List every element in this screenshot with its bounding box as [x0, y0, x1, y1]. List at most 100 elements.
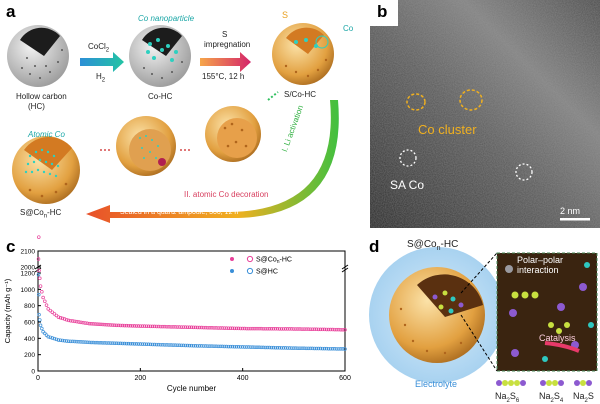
series-1-point-54 — [136, 342, 141, 346]
series-1-point-110 — [251, 345, 255, 349]
series-0-point-126 — [283, 327, 288, 331]
series-0-point-49 — [126, 323, 131, 328]
label-s-impregnation-2: impregnation — [204, 40, 251, 49]
series-1-point-103 — [236, 345, 241, 349]
series-1-point-102 — [234, 345, 239, 349]
series-0-point-141 — [314, 327, 319, 332]
series-0-point-139 — [310, 327, 315, 331]
series-1-point-131 — [294, 346, 298, 350]
series-0-point-103 — [236, 326, 241, 331]
series-0-point-138 — [308, 327, 312, 331]
x-tick-label-2: 400 — [237, 375, 249, 382]
series-1-point-142 — [316, 346, 321, 351]
series-0-point-153 — [339, 327, 343, 332]
y-axis-label: Capacity (mAh g⁻¹) — [3, 278, 12, 343]
series-0-point-125 — [281, 327, 286, 331]
series-0-point-51 — [130, 324, 135, 328]
label-co-hc: Co-HC — [148, 92, 173, 101]
series-1-point-130 — [292, 346, 296, 350]
label-hollow-carbon: Hollow carbon — [16, 92, 67, 101]
series-1-point-153 — [339, 347, 343, 351]
series-1-point-73 — [175, 343, 179, 347]
series-1-point-134 — [300, 346, 304, 351]
series-0-point-33 — [95, 322, 99, 326]
series-0-point-93 — [216, 326, 220, 330]
series-1-point-152 — [337, 347, 341, 351]
series-1-point-41 — [111, 341, 115, 345]
series-0-point-146 — [324, 327, 329, 332]
series-1-point-67 — [163, 343, 167, 347]
series-1-point-6 — [41, 330, 45, 334]
label-atomic-co: Atomic Co — [28, 130, 65, 139]
series-0-point-104 — [238, 326, 243, 331]
series-1-point-145 — [322, 346, 327, 351]
series-1-point-133 — [298, 346, 302, 350]
series-1-point-141 — [314, 346, 319, 351]
panel-a-schematic — [7, 23, 339, 223]
series-1-point-33 — [95, 340, 99, 345]
series-1-point-85 — [199, 344, 204, 348]
series-1-point-19 — [66, 339, 71, 343]
final-sphere — [12, 136, 80, 204]
series-0-point-90 — [210, 326, 214, 330]
series-0-point-87 — [204, 325, 208, 330]
series-1-point-23 — [75, 339, 79, 344]
series-0-point-56 — [140, 324, 145, 328]
series-1-point-93 — [216, 344, 220, 349]
label-cocl2: CoCl2 — [88, 42, 110, 54]
series-0-point-55 — [138, 324, 143, 328]
series-1-point-119 — [269, 345, 274, 350]
series-0-point-8 — [44, 303, 49, 307]
series-0-point-152 — [337, 327, 341, 332]
series-1-point-104 — [238, 345, 243, 349]
series-0-point-13 — [54, 313, 59, 318]
series-0-point-58 — [144, 324, 149, 328]
series-1-point-132 — [296, 346, 300, 350]
series-1-point-31 — [91, 340, 95, 345]
series-0-point-5 — [40, 290, 44, 294]
series-1-point-40 — [109, 341, 113, 345]
series-0-point-1 — [37, 235, 41, 239]
series-1-point-109 — [249, 345, 253, 349]
series-1-point-136 — [304, 346, 308, 351]
series-1-point-57 — [142, 342, 147, 346]
series-0-point-15 — [58, 316, 63, 320]
series-0-point-12 — [52, 312, 57, 316]
series-1-point-44 — [116, 341, 121, 346]
series-1-point-117 — [265, 345, 269, 350]
series-1-point-32 — [93, 340, 97, 345]
series-0-point-122 — [275, 327, 280, 331]
panel-c: c 0 200 400 600 800 1000 1200 2000 2100 0 200 400 60… — [0, 235, 365, 403]
arrow-step-1 — [80, 52, 124, 72]
series-1-point-55 — [138, 342, 143, 346]
series-1-point-49 — [126, 341, 131, 346]
series-1-point-12 — [52, 336, 57, 341]
series-1-point-88 — [206, 344, 210, 348]
series-1-point-89 — [208, 344, 212, 348]
series-0-point-73 — [175, 325, 179, 329]
series-0-point-136 — [304, 327, 308, 331]
label-s-co-hc: S/Co-HC — [284, 90, 317, 99]
series-1-point-38 — [105, 341, 109, 345]
label-electrolyte: Electrolyte — [415, 379, 458, 389]
mechanism-schematic — [369, 247, 598, 386]
label-na2s4: Na2S4 — [539, 391, 564, 404]
label-sa-co: SA Co — [390, 178, 425, 192]
series-0-point-40 — [109, 323, 113, 327]
series-1-point-154 — [341, 347, 345, 351]
series-0-point-78 — [185, 325, 190, 329]
axis-break-right-1 — [341, 264, 349, 270]
series-1-point-10 — [48, 335, 53, 340]
series-0-point-39 — [107, 323, 111, 327]
series-0-point-127 — [285, 327, 290, 331]
series-1-point-149 — [330, 347, 335, 351]
series-0-point-48 — [124, 323, 129, 328]
label-sealed: Sealed in a quartz ampoule, 300, 12 h — [120, 209, 239, 216]
series-0-point-30 — [89, 322, 93, 326]
series-0-point-47 — [122, 323, 127, 328]
series-0-point-67 — [163, 324, 167, 329]
series-1-point-84 — [197, 344, 202, 348]
plot-frame — [37, 250, 346, 372]
series-0-point-28 — [85, 321, 89, 326]
series-0-point-25 — [79, 320, 83, 325]
